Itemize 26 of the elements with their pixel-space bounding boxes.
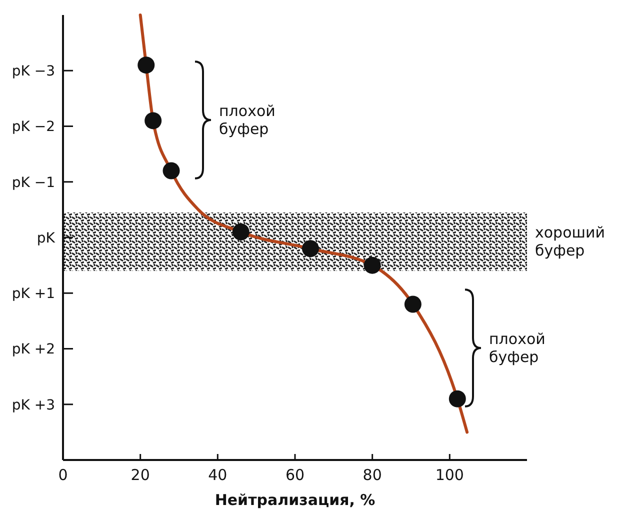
x-tick-label: 100 xyxy=(435,466,464,484)
y-tick-label: pK +1 xyxy=(12,286,55,302)
band-label: хороший буфер xyxy=(535,224,605,260)
x-tick-label: 20 xyxy=(130,466,150,484)
point xyxy=(162,162,180,180)
y-tick-label: pK +3 xyxy=(12,397,55,414)
point xyxy=(144,112,162,130)
annotation: плохой буфер xyxy=(489,330,546,366)
y-tick-label: pK xyxy=(36,230,56,246)
point xyxy=(404,296,422,313)
point xyxy=(138,56,155,74)
point xyxy=(302,240,319,258)
x-tick-label: 80 xyxy=(362,466,382,484)
y-tick-label: pK −2 xyxy=(12,119,55,136)
x-tick-label: 40 xyxy=(208,466,228,484)
y-tick-label: pK −1 xyxy=(12,174,55,191)
y-tick-label: pK +2 xyxy=(12,342,55,358)
annotation: плохой буфер xyxy=(219,102,276,138)
x-tick-label: 60 xyxy=(285,466,305,484)
point xyxy=(232,223,250,240)
y-tick-label: pK −3 xyxy=(12,64,55,80)
point xyxy=(448,390,466,408)
x-axis-title: Нейтрализация, % xyxy=(214,491,376,509)
x-tick-label: 0 xyxy=(58,466,68,484)
point xyxy=(364,256,381,274)
line-series xyxy=(138,14,469,434)
